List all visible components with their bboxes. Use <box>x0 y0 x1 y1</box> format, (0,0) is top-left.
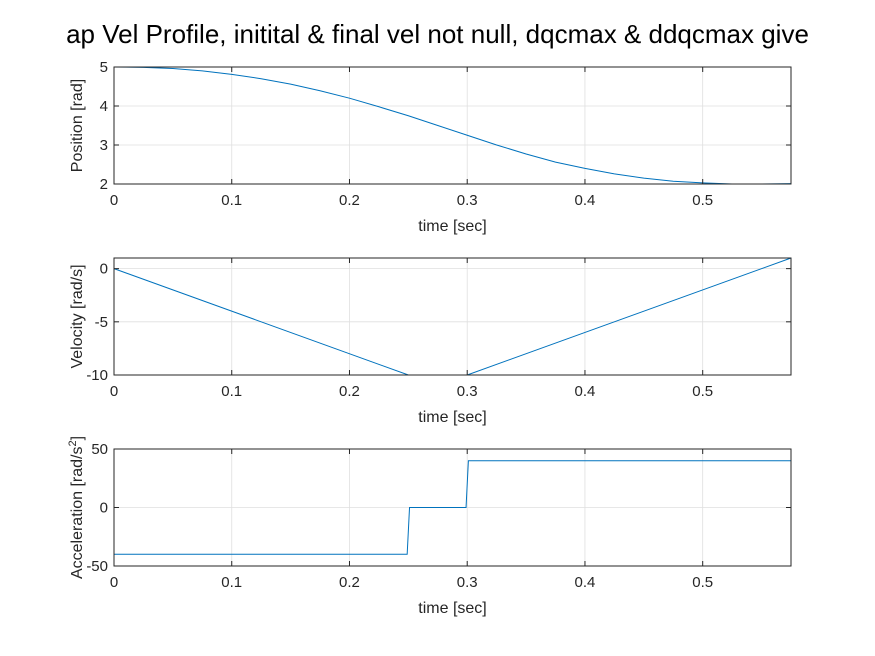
acceleration-ytick-label: 0 <box>100 500 108 517</box>
acceleration-ytick-label: 50 <box>91 441 108 458</box>
acceleration-xtick-label: 0 <box>110 574 118 591</box>
acceleration-ylabel-main: Acceleration [rad/s <box>69 447 86 580</box>
position-series <box>113 66 792 185</box>
velocity-subplot: 0 0.1 0.2 0.3 0.4 0.5 -10 -5 0 time [sec] Veloci… <box>69 257 792 426</box>
position-ticks: 0 0.1 0.2 0.3 0.4 0.5 2 3 4 5 <box>100 59 791 209</box>
position-xtick-label: 0.3 <box>457 192 478 209</box>
position-xtick-label: 0.4 <box>575 192 596 209</box>
acceleration-xtick-label: 0.3 <box>457 574 478 591</box>
acceleration-xtick-label: 0.1 <box>221 574 242 591</box>
velocity-axes-background <box>114 258 791 375</box>
velocity-xlabel: time [sec] <box>418 409 486 426</box>
velocity-xtick-label: 0.5 <box>692 383 713 400</box>
position-xtick-label: 0.5 <box>692 192 713 209</box>
position-axes-frame <box>113 66 792 185</box>
velocity-ylabel: Velocity [rad/s] <box>69 264 86 368</box>
position-line-series-0 <box>113 66 792 185</box>
acceleration-ylabel: Acceleration [rad/s2] <box>67 436 86 579</box>
position-subplot: 0 0.1 0.2 0.3 0.4 0.5 2 3 4 5 time [sec] Position… <box>69 59 792 235</box>
acceleration-xtick-label: 0.4 <box>575 574 596 591</box>
velocity-xtick-label: 0.2 <box>339 383 360 400</box>
velocity-xtick-label: 0.3 <box>457 383 478 400</box>
acceleration-xlabel: time [sec] <box>418 600 486 617</box>
velocity-ytick-label: 0 <box>100 261 108 278</box>
position-xlabel: time [sec] <box>418 218 486 235</box>
acceleration-ylabel-suffix: ] <box>69 436 86 440</box>
position-ytick-label: 2 <box>100 176 108 193</box>
position-ytick-label: 3 <box>100 137 108 154</box>
acceleration-ytick-label: -50 <box>86 558 108 575</box>
acceleration-ylabel-superscript: 2 <box>67 440 79 446</box>
position-ytick-label: 4 <box>100 98 108 115</box>
velocity-ytick-label: -10 <box>86 367 108 384</box>
acceleration-xtick-label: 0.2 <box>339 574 360 591</box>
position-ylabel: Position [rad] <box>69 79 86 172</box>
position-axes-background <box>114 67 791 184</box>
velocity-ytick-label: -5 <box>95 314 108 331</box>
position-xtick-label: 0.2 <box>339 192 360 209</box>
acceleration-series <box>114 460 791 555</box>
velocity-xtick-label: 0.4 <box>575 383 596 400</box>
figure-title: ap Vel Profile, initital & final vel not… <box>66 19 809 49</box>
velocity-xtick-label: 0 <box>110 383 118 400</box>
position-ytick-label: 5 <box>100 59 108 76</box>
velocity-ticks: 0 0.1 0.2 0.3 0.4 0.5 -10 -5 0 <box>86 258 791 400</box>
velocity-axes-frame <box>113 257 792 376</box>
acceleration-xtick-label: 0.5 <box>692 574 713 591</box>
velocity-xtick-label: 0.1 <box>221 383 242 400</box>
position-xtick-label: 0.1 <box>221 192 242 209</box>
position-xtick-label: 0 <box>110 192 118 209</box>
acceleration-line-series-0 <box>114 460 791 555</box>
